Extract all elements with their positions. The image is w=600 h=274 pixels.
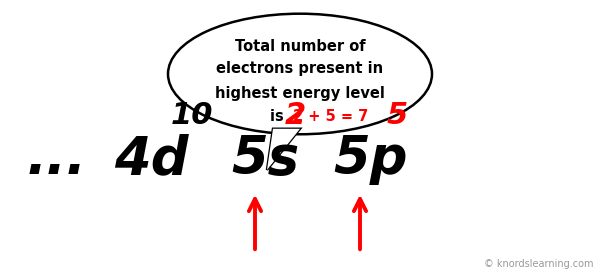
Text: is: is [270,109,289,124]
Text: 2 + 5 = 7: 2 + 5 = 7 [293,109,368,124]
Text: electrons present in: electrons present in [217,61,383,76]
Ellipse shape [168,14,432,134]
Text: highest energy level: highest energy level [215,86,385,101]
Text: 5p: 5p [333,133,407,185]
Text: Total number of: Total number of [235,39,365,54]
Polygon shape [267,129,300,170]
Text: ...: ... [27,133,87,185]
Text: 4d: 4d [114,133,188,185]
Text: 5: 5 [387,101,408,130]
Text: © knordslearning.com: © knordslearning.com [485,259,594,269]
Text: 10: 10 [171,101,214,130]
Text: 5s: 5s [231,133,299,185]
Text: 2: 2 [285,101,306,130]
